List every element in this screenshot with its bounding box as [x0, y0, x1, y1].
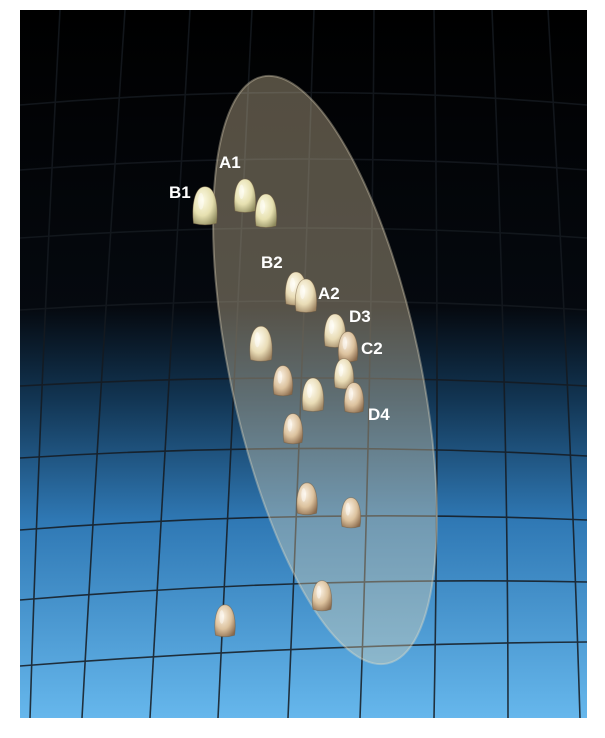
tooth-6-highlight — [287, 418, 293, 432]
tooth-c2 — [337, 331, 359, 363]
tooth-b2-highlight — [290, 277, 295, 292]
tooth-a2-highlight — [300, 284, 305, 299]
tooth-a1-back-highlight — [260, 199, 265, 214]
tooth-2-highlight — [277, 370, 283, 384]
tooth-1 — [249, 325, 273, 362]
tooth-2 — [272, 365, 294, 397]
label-c2: C2 — [361, 339, 383, 358]
grid-lines — [20, 10, 587, 718]
background — [20, 10, 587, 718]
tooth-3 — [301, 377, 325, 412]
scene-svg: B1 A1 B2 A2 D3 C2 D4 — [20, 10, 587, 718]
tooth-c2-highlight — [342, 336, 348, 350]
tooth-7 — [296, 482, 318, 516]
tooth-4 — [333, 358, 355, 390]
label-b2: B2 — [261, 253, 283, 272]
tooth-6 — [282, 413, 304, 445]
label-a1: A1 — [219, 153, 241, 172]
tooth-10-highlight — [219, 610, 225, 624]
tooth-a1-front — [233, 178, 257, 213]
tooth-1-highlight — [254, 332, 260, 348]
tooth-8 — [340, 497, 362, 529]
tooth-8-highlight — [345, 502, 351, 516]
tooth-9-highlight — [316, 585, 322, 599]
tooth-a1-back — [254, 193, 278, 228]
shade-distribution-scene: B1 A1 B2 A2 D3 C2 D4 — [20, 10, 587, 718]
label-b1: B1 — [169, 183, 191, 202]
shade-labels: B1 A1 B2 A2 D3 C2 D4 — [169, 153, 390, 424]
label-d3: D3 — [349, 307, 371, 326]
label-d4: D4 — [368, 405, 390, 424]
tooth-b1 — [192, 186, 218, 226]
tooth-a1-front-highlight — [239, 184, 244, 199]
tooth-b1-highlight — [198, 193, 204, 210]
tooth-10 — [214, 604, 236, 638]
label-a2: A2 — [318, 284, 340, 303]
tooth-4-highlight — [338, 363, 344, 377]
tooth-7-highlight — [301, 488, 307, 502]
tooth-samples — [192, 178, 365, 638]
tooth-5-highlight — [348, 387, 354, 401]
tooth-9 — [311, 580, 333, 612]
tooth-5 — [343, 382, 365, 414]
tooth-3-highlight — [307, 383, 312, 398]
tooth-a2 — [294, 278, 318, 313]
tooth-d3-highlight — [329, 319, 334, 334]
